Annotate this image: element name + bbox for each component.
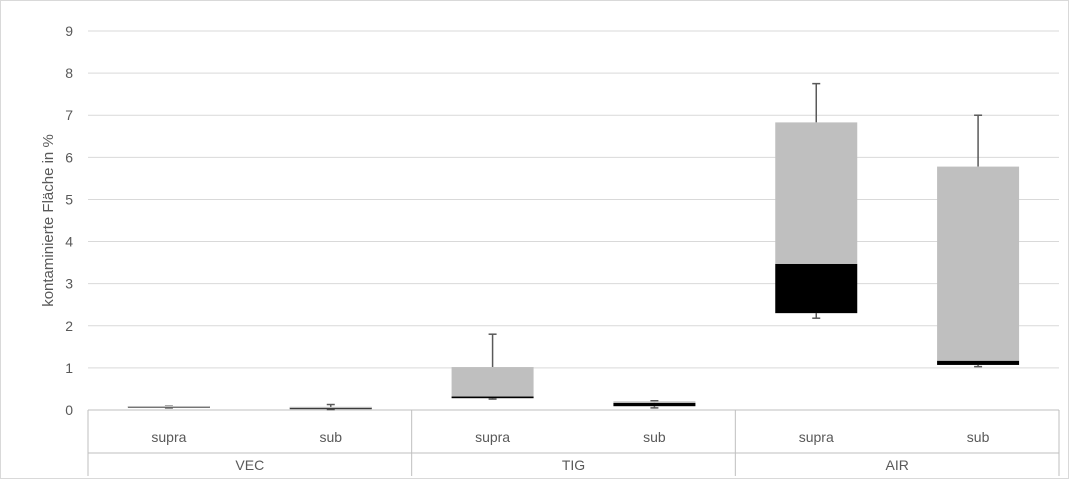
box-upper — [937, 166, 1020, 361]
x-category-label: supra — [475, 429, 510, 445]
x-group-label: VEC — [235, 457, 264, 473]
x-category-label: sub — [967, 429, 990, 445]
box-upper — [775, 122, 858, 264]
box-lower — [775, 263, 858, 314]
y-tick-label: 2 — [65, 318, 73, 334]
box-upper — [289, 406, 372, 409]
x-category-label: supra — [799, 429, 834, 445]
y-tick-label: 3 — [65, 276, 73, 292]
y-tick-label: 6 — [65, 149, 73, 165]
y-tick-label: 5 — [65, 191, 73, 207]
x-category-label: supra — [151, 429, 186, 445]
x-group-label: AIR — [885, 457, 908, 473]
y-tick-label: 7 — [65, 107, 73, 123]
y-tick-label: 0 — [65, 402, 73, 418]
y-tick-label: 4 — [65, 234, 73, 250]
x-group-label: TIG — [562, 457, 585, 473]
y-tick-label: 9 — [65, 23, 73, 39]
box-upper — [613, 401, 696, 403]
box-lower — [289, 407, 372, 410]
box-upper — [451, 367, 534, 397]
box-lower — [937, 360, 1020, 365]
x-category-label: sub — [319, 429, 342, 445]
y-tick-label: 8 — [65, 65, 73, 81]
box-lower — [613, 402, 696, 407]
y-axis-label: kontaminierte Fläche in % — [40, 134, 57, 307]
box-lower — [451, 396, 534, 399]
y-tick-label: 1 — [65, 360, 73, 376]
x-category-label: sub — [643, 429, 666, 445]
box-upper — [127, 405, 210, 408]
